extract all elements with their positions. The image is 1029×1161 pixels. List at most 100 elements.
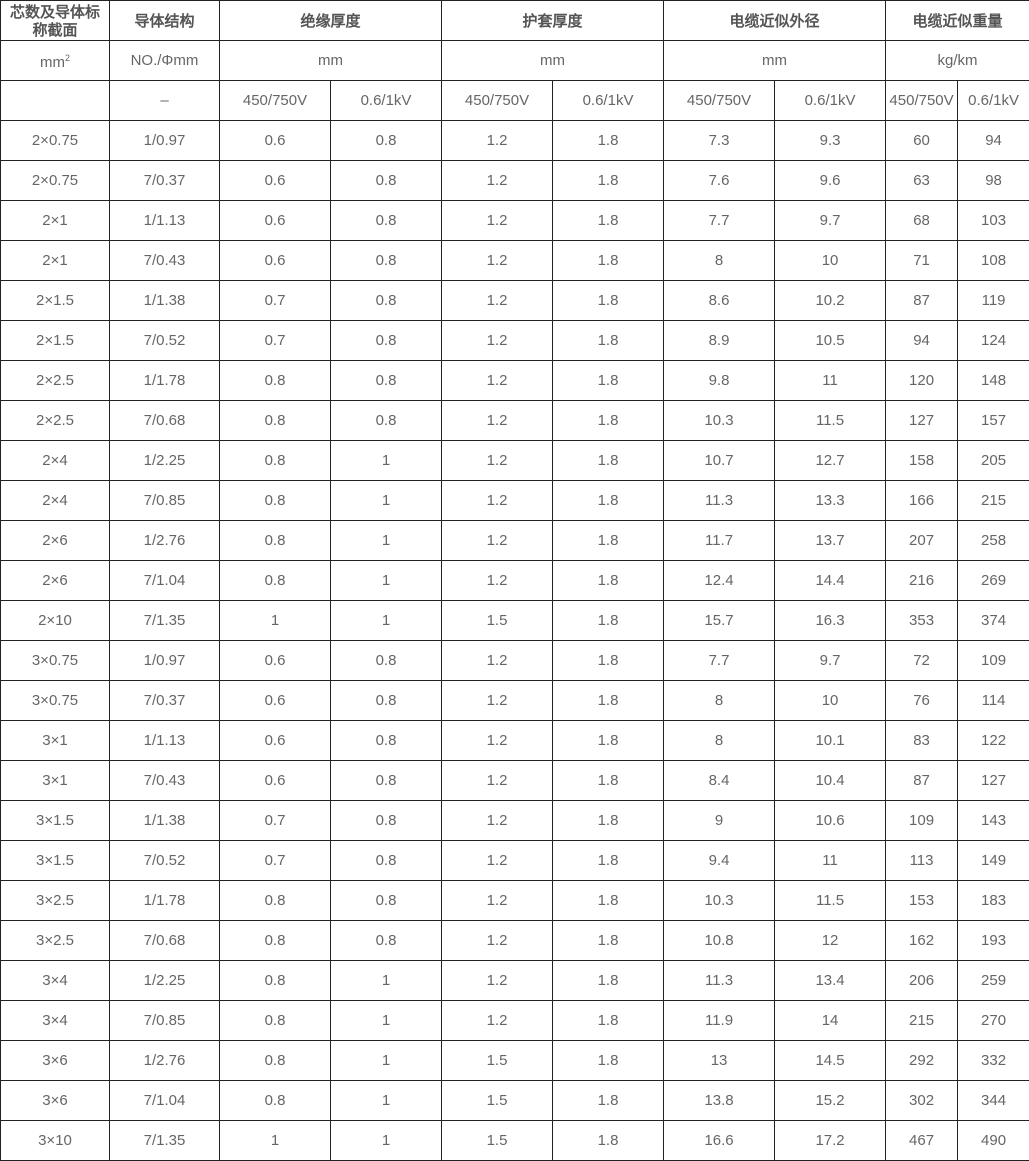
table-cell: 0.8	[329, 840, 443, 881]
table-cell: 0.7	[219, 840, 331, 881]
table-cell: 1.8	[552, 1000, 665, 1041]
table-cell: 490	[957, 1120, 1029, 1161]
table-row: 2×1.5 1/1.38 0.7 0.8 1.2 1.8 8.6 10.2 87 119	[0, 280, 1029, 321]
table-cell: 0.8	[329, 160, 443, 201]
table-cell: 8.9	[663, 320, 776, 361]
table-row: 3×6 7/1.04 0.8 1 1.5 1.8 13.8 15.2 302 344	[0, 1080, 1029, 1121]
table-cell: 332	[957, 1040, 1029, 1081]
table-cell: 0.8	[219, 960, 331, 1001]
table-cell: 1.8	[552, 160, 665, 201]
table-cell: 3×0.75	[0, 680, 110, 721]
table-cell: 344	[957, 1080, 1029, 1121]
table-cell: 259	[957, 960, 1029, 1001]
table-cell: 1	[329, 1080, 443, 1121]
voltage-header-cell: 0.6/1kV	[774, 80, 887, 121]
table-cell: 2×6	[0, 520, 110, 561]
table-cell: 157	[957, 400, 1029, 441]
table-cell: 1.2	[441, 240, 554, 281]
voltage-header-cell: 450/750V	[441, 80, 554, 121]
table-cell: 1.2	[441, 640, 554, 681]
table-cell: 0.8	[329, 360, 443, 401]
table-cell: 0.8	[219, 1040, 331, 1081]
table-cell: 1/2.25	[109, 960, 220, 1001]
table-cell: 72	[885, 640, 959, 681]
table-cell: 3×1	[0, 720, 110, 761]
table-cell: 1.2	[441, 720, 554, 761]
table-cell: 94	[957, 120, 1029, 161]
table-cell: 9	[663, 800, 776, 841]
table-cell: 11.9	[663, 1000, 776, 1041]
table-cell: 7/0.52	[109, 840, 220, 881]
table-row: 2×6 1/2.76 0.8 1 1.2 1.8 11.7 13.7 207 258	[0, 520, 1029, 561]
table-cell: 353	[885, 600, 959, 641]
table-cell: 153	[885, 880, 959, 921]
table-cell: 11.5	[774, 880, 887, 921]
table-cell: 7/0.85	[109, 480, 220, 521]
table-cell: 302	[885, 1080, 959, 1121]
table-cell: 13	[663, 1040, 776, 1081]
table-cell: 0.8	[219, 1000, 331, 1041]
table-cell: 1.8	[552, 720, 665, 761]
table-cell: 119	[957, 280, 1029, 321]
table-cell: 3×1	[0, 760, 110, 801]
table-cell: 1.2	[441, 560, 554, 601]
table-cell: 0.8	[329, 880, 443, 921]
table-cell: 3×2.5	[0, 880, 110, 921]
table-cell: 16.3	[774, 600, 887, 641]
table-cell: 1	[329, 600, 443, 641]
table-cell: 10.1	[774, 720, 887, 761]
table-cell: 1.2	[441, 400, 554, 441]
table-cell: 1	[329, 520, 443, 561]
table-cell: 148	[957, 360, 1029, 401]
table-cell: 1/2.76	[109, 1040, 220, 1081]
table-cell: 8.4	[663, 760, 776, 801]
table-cell: 2×4	[0, 480, 110, 521]
table-cell: 0.8	[219, 440, 331, 481]
table-row: 2×4 1/2.25 0.8 1 1.2 1.8 10.7 12.7 158 205	[0, 440, 1029, 481]
table-cell: 94	[885, 320, 959, 361]
table-cell: 1.2	[441, 160, 554, 201]
table-row: 2×0.75 1/0.97 0.6 0.8 1.2 1.8 7.3 9.3 60 94	[0, 120, 1029, 161]
table-cell: 1.8	[552, 400, 665, 441]
table-cell: 1/0.97	[109, 120, 220, 161]
table-cell: 1.2	[441, 440, 554, 481]
header-sheath-thickness: 护套厚度	[441, 0, 665, 41]
table-cell: 1/1.13	[109, 200, 220, 241]
table-cell: 0.8	[329, 240, 443, 281]
table-cell: 1.8	[552, 960, 665, 1001]
table-cell: 3×6	[0, 1040, 110, 1081]
table-row: 3×4 1/2.25 0.8 1 1.2 1.8 11.3 13.4 206 259	[0, 960, 1029, 1001]
table-row: 2×10 7/1.35 1 1 1.5 1.8 15.7 16.3 353 374	[0, 600, 1029, 641]
table-cell: 0.6	[219, 160, 331, 201]
table-cell: 113	[885, 840, 959, 881]
table-cell: 1.8	[552, 800, 665, 841]
table-cell: 193	[957, 920, 1029, 961]
table-cell: 1.2	[441, 360, 554, 401]
table-cell: 0.6	[219, 640, 331, 681]
table-cell: 1.8	[552, 1080, 665, 1121]
table-cell: 1.5	[441, 600, 554, 641]
table-cell: 0.8	[219, 480, 331, 521]
table-cell: 1.8	[552, 880, 665, 921]
table-cell: 1.8	[552, 360, 665, 401]
table-row: 3×0.75 7/0.37 0.6 0.8 1.2 1.8 8 10 76 114	[0, 680, 1029, 721]
table-cell: 0.8	[219, 560, 331, 601]
table-cell: 10.3	[663, 400, 776, 441]
header-weight: 电缆近似重量	[885, 0, 1029, 41]
table-cell: 1.2	[441, 480, 554, 521]
table-cell: 8	[663, 720, 776, 761]
table-cell: 98	[957, 160, 1029, 201]
table-cell: 2×1.5	[0, 280, 110, 321]
table-cell: 13.8	[663, 1080, 776, 1121]
table-cell: 68	[885, 200, 959, 241]
voltage-header-cell: 0.6/1kV	[552, 80, 665, 121]
table-cell: 7/0.68	[109, 920, 220, 961]
table-row: 3×4 7/0.85 0.8 1 1.2 1.8 11.9 14 215 270	[0, 1000, 1029, 1041]
table-cell: 1.2	[441, 1000, 554, 1041]
table-cell: 0.6	[219, 240, 331, 281]
table-cell: 1.2	[441, 680, 554, 721]
table-row: 2×2.5 7/0.68 0.8 0.8 1.2 1.8 10.3 11.5 127 157	[0, 400, 1029, 441]
table-cell: 3×10	[0, 1120, 110, 1161]
table-cell: 1.8	[552, 640, 665, 681]
